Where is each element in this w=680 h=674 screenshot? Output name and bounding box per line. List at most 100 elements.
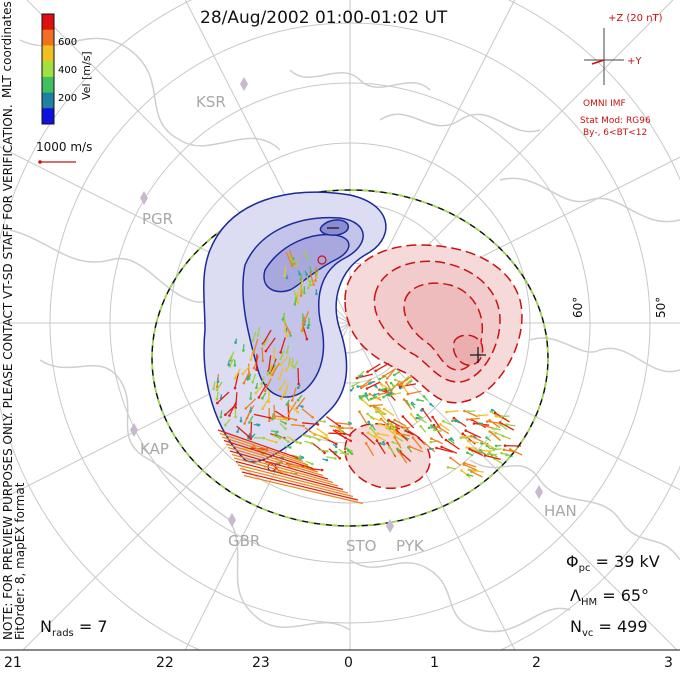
velocity-vector-origin xyxy=(251,339,255,342)
velocity-vector xyxy=(464,410,478,418)
velocity-vector xyxy=(437,426,450,435)
velocity-vector xyxy=(361,399,371,408)
velocity-vector xyxy=(265,438,277,443)
imf-vector xyxy=(591,59,605,65)
velocity-vector-origin xyxy=(319,435,323,438)
velocity-vector xyxy=(281,436,289,443)
velocity-vector xyxy=(216,381,223,391)
mlt-tick-3: 3 xyxy=(664,655,673,671)
velocity-vector-origin xyxy=(267,400,271,404)
velocity-vector-origin xyxy=(278,388,282,391)
velocity-vector xyxy=(316,420,325,423)
velocity-vector xyxy=(366,381,381,390)
velocity-vector-origin xyxy=(247,435,251,439)
velocity-vector-origin xyxy=(466,451,469,455)
velocity-vector-origin xyxy=(260,382,263,386)
phi-pc-stat: Φpc = 39 kV xyxy=(566,552,660,575)
velocity-vector xyxy=(265,337,276,352)
velocity-vector-origin xyxy=(285,418,289,421)
station-gbr: GBR xyxy=(228,532,261,550)
velocity-vector-origin xyxy=(364,442,368,445)
colorbar-segment xyxy=(42,29,54,46)
velocity-vector-origin xyxy=(325,458,329,462)
velocity-vector-origin xyxy=(314,279,317,283)
velocity-vector-origin xyxy=(285,403,289,406)
imf-y-label: +Y xyxy=(627,56,642,67)
colorbar-segment xyxy=(42,108,54,125)
velocity-vector-origin xyxy=(301,405,304,408)
velocity-vector-origin xyxy=(305,273,308,276)
velocity-vector xyxy=(484,454,501,461)
colorbar-segment xyxy=(42,92,54,109)
velocity-vector-origin xyxy=(262,343,266,346)
velocity-vector-origin xyxy=(402,398,406,401)
velocity-vector xyxy=(463,464,477,471)
velocity-vector-origin xyxy=(386,441,389,445)
velocity-vector xyxy=(257,326,261,336)
velocity-vector-origin xyxy=(261,407,265,411)
velocity-vector-origin xyxy=(467,468,471,472)
station-kap: KAP xyxy=(140,440,169,458)
velocity-vector-origin xyxy=(435,446,438,450)
velocity-vector xyxy=(241,471,359,501)
velocity-vector xyxy=(358,411,368,425)
velocity-vector xyxy=(229,351,235,360)
velocity-vector-origin xyxy=(301,291,305,294)
n-vc-value: = 499 xyxy=(598,617,648,636)
lambda-hm-stat: ΛHM = 65° xyxy=(570,586,650,609)
velocity-vector-origin xyxy=(289,446,292,449)
velocity-vector-origin xyxy=(245,416,249,420)
velocity-vector-origin xyxy=(467,439,470,443)
velocity-vector xyxy=(333,424,343,434)
velocity-vector-origin xyxy=(276,430,279,434)
phi-pc-value: = 39 kV xyxy=(595,552,660,571)
velocity-vector xyxy=(367,363,381,373)
velocity-vector xyxy=(399,450,412,462)
velocity-vector xyxy=(280,337,286,353)
velocity-vector-origin xyxy=(254,391,258,395)
velocity-vector xyxy=(306,276,312,286)
velocity-vector xyxy=(318,448,328,452)
velocity-vector-origin xyxy=(229,357,232,361)
velocity-vector-origin xyxy=(463,409,466,413)
velocity-vector-origin xyxy=(296,399,300,402)
velocity-vector xyxy=(388,446,396,455)
velocity-vector-origin xyxy=(262,436,266,440)
velocity-vector xyxy=(301,434,311,438)
velocity-vector-origin xyxy=(366,431,370,435)
velocity-vector xyxy=(376,411,386,416)
velocity-vector-origin xyxy=(301,329,304,333)
velocity-vector-origin xyxy=(446,466,450,469)
velocity-vector xyxy=(493,448,502,451)
velocity-vector-origin xyxy=(287,412,291,415)
velocity-vector xyxy=(479,423,494,429)
velocity-vector-origin xyxy=(349,389,353,392)
velocity-vector-origin xyxy=(397,450,401,453)
velocity-vector xyxy=(495,432,505,437)
velocity-vector-origin xyxy=(285,351,289,354)
velocity-vector xyxy=(471,471,483,478)
imf-source-label: OMNI IMF xyxy=(583,99,626,109)
velocity-vector-origin xyxy=(283,274,287,278)
velocity-vector-origin xyxy=(379,417,383,421)
velocity-vector xyxy=(278,367,284,379)
velocity-vector-origin xyxy=(346,452,350,456)
velocity-vector-origin xyxy=(349,439,353,443)
velocity-vector-origin xyxy=(251,380,254,384)
velocity-vector-origin xyxy=(294,264,298,268)
velocity-vector-origin xyxy=(491,408,494,412)
velocity-vector-origin xyxy=(268,374,272,377)
velocity-colorbar xyxy=(41,13,55,125)
velocity-vector-origin xyxy=(382,407,386,411)
velocity-vector xyxy=(412,437,423,450)
velocity-vector-origin xyxy=(492,448,495,452)
colorbar-tick-400: 400 xyxy=(58,65,78,76)
velocity-vector xyxy=(352,381,360,387)
velocity-vector-origin xyxy=(279,357,283,361)
velocity-vector xyxy=(233,457,339,487)
velocity-vector xyxy=(370,404,383,407)
velocity-vector-origin xyxy=(308,435,312,439)
colorbar-tick-600: 600 xyxy=(58,37,78,48)
velocity-vector-origin xyxy=(393,436,396,439)
